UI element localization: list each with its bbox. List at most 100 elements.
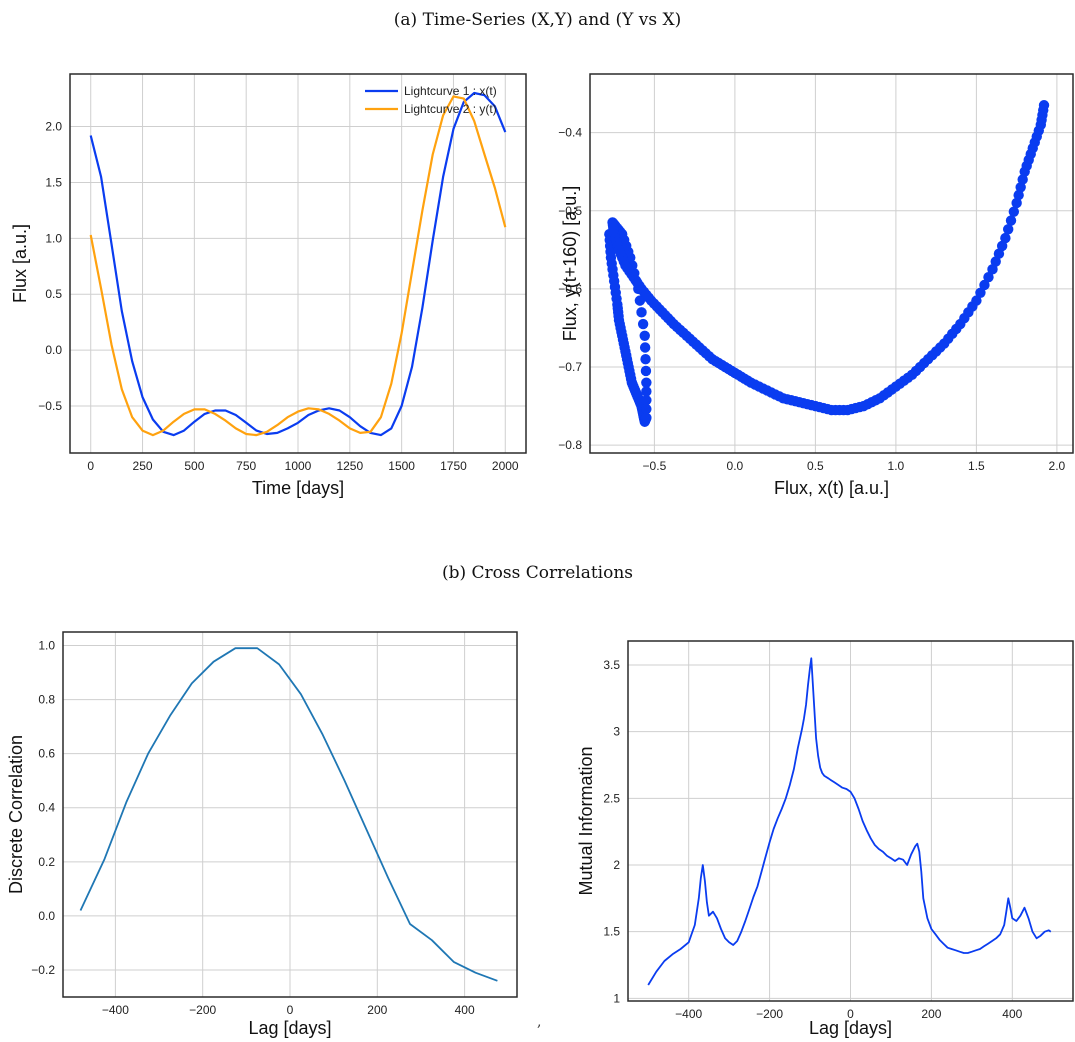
x-tick-label: 1250 bbox=[336, 459, 363, 473]
x-tick-label: 2000 bbox=[492, 459, 519, 473]
scatter-point bbox=[1005, 215, 1017, 226]
x-tick-label: 200 bbox=[367, 1003, 387, 1017]
stray-mark: , bbox=[537, 1014, 542, 1030]
scatter-point bbox=[983, 271, 994, 283]
x-axis-label: Lag [days] bbox=[248, 1018, 331, 1038]
scatter-point bbox=[637, 318, 649, 330]
x-tick-label: 1500 bbox=[388, 459, 415, 473]
scatter-point bbox=[1038, 100, 1050, 111]
scatter-point bbox=[641, 412, 652, 424]
y-tick-label: 3.5 bbox=[603, 658, 620, 672]
y-tick-label: 2.0 bbox=[45, 120, 62, 134]
x-tick-label: 0.0 bbox=[727, 459, 744, 473]
x-tick-label: −200 bbox=[756, 1007, 783, 1021]
x-tick-label: 0 bbox=[847, 1007, 854, 1021]
scatter-point bbox=[639, 330, 650, 341]
axes-frame bbox=[589, 73, 1074, 454]
axes-frame bbox=[62, 631, 518, 998]
chart-panel-4: −400 −200 0 200 400 1 1.5 2 2.5 3 3.5 Lag [days] Mut… bbox=[576, 640, 1074, 1038]
chart-panel-2: −0.5 0.0 0.5 1.0 1.5 2.0 −0.8 −0.7 −0.6 −0.5 −0.4 F… bbox=[558, 73, 1074, 498]
chart-panel-3: −400 −200 0 200 400 −0.2 0.0 0.2 0.4 0.6 0.8 1.0 Lag… bbox=[6, 631, 518, 1038]
y-tick-label: −0.4 bbox=[558, 126, 582, 140]
scatter-point bbox=[641, 377, 652, 388]
y-axis-label: Mutual Information bbox=[576, 746, 596, 895]
x-tick-label: 1750 bbox=[440, 459, 467, 473]
scatter-point bbox=[996, 240, 1008, 252]
y-tick-label: 0.4 bbox=[38, 801, 55, 815]
y-tick-label: −0.6 bbox=[558, 282, 582, 296]
x-tick-label: −200 bbox=[189, 1003, 216, 1017]
y-tick-label: 0.6 bbox=[38, 747, 55, 761]
y-tick-label: 1.5 bbox=[45, 175, 62, 189]
x-tick-label: −400 bbox=[675, 1007, 702, 1021]
x-tick-label: 400 bbox=[455, 1003, 475, 1017]
y-tick-label: −0.7 bbox=[558, 360, 582, 374]
scatter-point bbox=[1008, 206, 1020, 217]
figure-caption-a: (a) Time-Series (X,Y) and (Y vs X) bbox=[393, 10, 682, 30]
y-tick-label: 1 bbox=[613, 991, 620, 1005]
y-tick-label: 0.0 bbox=[38, 909, 55, 923]
x-tick-label: −0.5 bbox=[643, 459, 667, 473]
scatter-point bbox=[641, 403, 652, 415]
x-tick-label: 2.0 bbox=[1049, 459, 1066, 473]
series-line-1 bbox=[647, 657, 1052, 986]
scatter-point bbox=[975, 287, 986, 299]
series-line-2 bbox=[89, 95, 507, 437]
scatter-point bbox=[979, 279, 990, 291]
scatter-point bbox=[641, 386, 652, 397]
scatter-point bbox=[990, 256, 1001, 267]
scatter-point bbox=[640, 354, 651, 365]
x-axis-label: Time [days] bbox=[252, 478, 344, 498]
x-tick-label: 500 bbox=[184, 459, 204, 473]
y-tick-label: −0.5 bbox=[558, 204, 582, 218]
scatter-point bbox=[636, 307, 647, 318]
x-tick-label: 750 bbox=[236, 459, 256, 473]
axes-frame bbox=[69, 73, 527, 454]
axes-frame bbox=[627, 640, 1074, 1002]
y-tick-label: −0.8 bbox=[558, 438, 582, 452]
plot-area bbox=[647, 657, 1052, 986]
figure-caption-b: (b) Cross Correlations bbox=[441, 563, 634, 583]
y-tick-label: 0.8 bbox=[38, 693, 55, 707]
y-tick-label: 1.5 bbox=[603, 925, 620, 939]
x-tick-label: 400 bbox=[1002, 1007, 1022, 1021]
plot-area bbox=[79, 647, 498, 982]
x-axis-label: Flux, x(t) [a.u.] bbox=[774, 478, 889, 498]
y-tick-label: 3 bbox=[613, 725, 620, 739]
x-tick-label: 1000 bbox=[285, 459, 312, 473]
y-tick-label: 0.5 bbox=[45, 287, 62, 301]
y-axis-label: Discrete Correlation bbox=[6, 735, 26, 894]
legend-entry: Lightcurve 1 : x(t) bbox=[404, 84, 497, 98]
scatter-point bbox=[1017, 174, 1028, 185]
scatter-point bbox=[1002, 224, 1014, 235]
chart-panel-1: 0 250 500 750 1000 1250 1500 1750 2000 −0.5 0.0 0.5… bbox=[10, 73, 527, 498]
x-tick-label: 0 bbox=[287, 1003, 294, 1017]
scatter-point bbox=[1013, 189, 1024, 201]
y-tick-label: 0.0 bbox=[45, 343, 62, 357]
scatter-point bbox=[971, 295, 982, 306]
scatter-point bbox=[1015, 182, 1026, 193]
y-tick-label: 1.0 bbox=[38, 639, 55, 653]
y-tick-label: −0.2 bbox=[31, 963, 55, 977]
y-axis-label: Flux, y(t+160) [a.u.] bbox=[560, 186, 580, 342]
x-tick-label: 1.5 bbox=[968, 459, 985, 473]
plot-area bbox=[89, 91, 507, 437]
y-tick-label: 1.0 bbox=[45, 231, 62, 245]
x-tick-label: 200 bbox=[921, 1007, 941, 1021]
y-tick-label: 2 bbox=[613, 858, 620, 872]
legend-entry: Lightcurve 2 : y(t) bbox=[404, 102, 497, 116]
x-tick-label: 0.5 bbox=[807, 459, 824, 473]
y-tick-label: −0.5 bbox=[38, 399, 62, 413]
scatter-point bbox=[1000, 232, 1011, 244]
series-line-1 bbox=[89, 91, 507, 437]
scatter-point bbox=[987, 264, 998, 275]
y-tick-label: 0.2 bbox=[38, 855, 55, 869]
scatter-point bbox=[641, 395, 652, 406]
x-tick-label: 0 bbox=[87, 459, 94, 473]
scatter-point bbox=[639, 342, 651, 353]
x-axis-label: Lag [days] bbox=[809, 1018, 892, 1038]
x-tick-label: 250 bbox=[133, 459, 153, 473]
plot-area bbox=[604, 100, 1050, 427]
scatter-point bbox=[993, 248, 1005, 259]
